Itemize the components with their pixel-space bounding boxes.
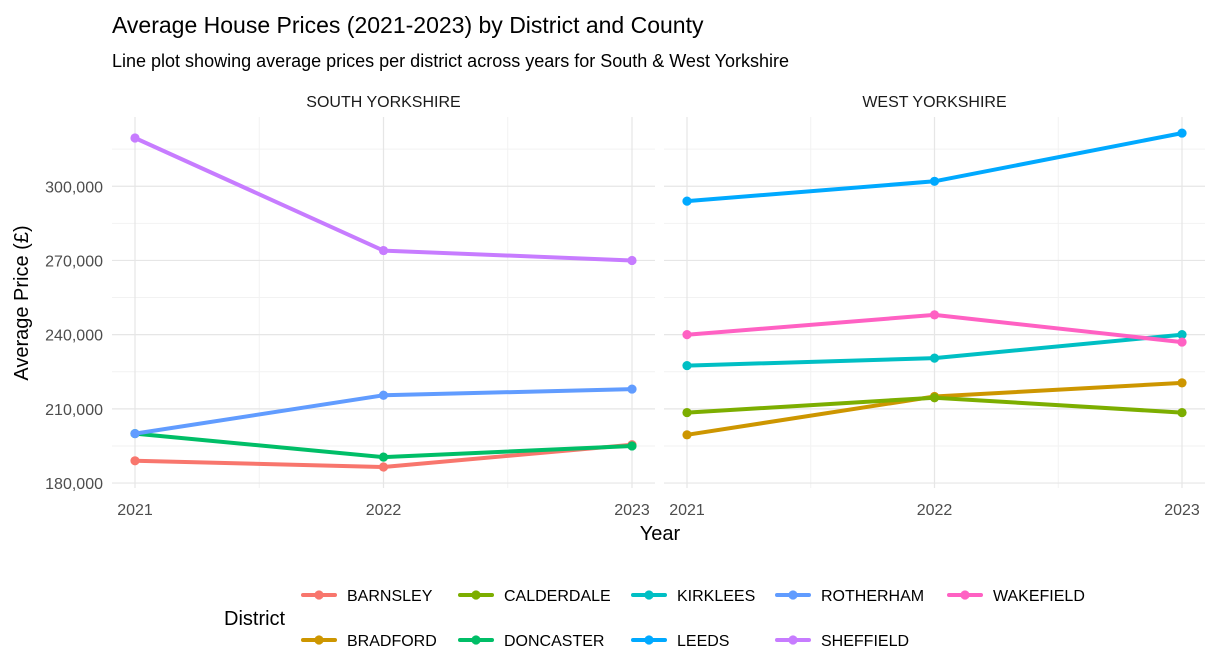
data-point-wakefield (929, 310, 940, 320)
legend-label: CALDERDALE (504, 588, 611, 605)
legend-label: LEEDS (677, 633, 729, 650)
data-point-kirklees (682, 360, 692, 371)
legend-title: District (224, 608, 286, 630)
data-point-calderdale (682, 407, 692, 418)
y-tick-label: 210,000 (45, 402, 103, 419)
data-point-leeds (1177, 128, 1187, 138)
legend-item-rotherham: ROTHERHAM (775, 588, 924, 605)
legend-item-sheffield: SHEFFIELD (775, 633, 909, 650)
legend-key-point (644, 590, 654, 600)
data-point-doncaster (627, 441, 637, 451)
chart-title: Average House Prices (2021-2023) by Dist… (112, 12, 704, 38)
data-point-rotherham (378, 390, 389, 400)
legend-item-bradford: BRADFORD (301, 633, 437, 650)
data-point-wakefield (682, 330, 692, 340)
data-point-kirklees (929, 353, 940, 363)
data-point-sheffield (378, 245, 389, 256)
x-tick-label: 2023 (614, 502, 650, 519)
legend-label: KIRKLEES (677, 588, 755, 605)
y-tick-label: 180,000 (45, 476, 103, 493)
legend-key-point (314, 590, 324, 600)
data-point-rotherham (130, 428, 140, 439)
legend-key-point (960, 590, 970, 600)
facet-panels: SOUTH YORKSHIRE 2021 2022 2023 180,000 210,00… (45, 94, 1205, 519)
legend-item-leeds: LEEDS (631, 633, 729, 650)
y-tick-label: 240,000 (45, 328, 103, 345)
data-point-rotherham (627, 384, 637, 394)
data-point-bradford (1177, 378, 1187, 388)
panel-south-yorkshire: SOUTH YORKSHIRE 2021 2022 2023 180,000 210,00… (45, 94, 655, 519)
legend-label: BARNSLEY (347, 588, 433, 605)
y-tick-label: 300,000 (45, 179, 103, 196)
x-tick-label: 2021 (669, 502, 705, 519)
legend-label: BRADFORD (347, 633, 437, 650)
panel-strip-label: SOUTH YORKSHIRE (306, 94, 460, 111)
legend-label: DONCASTER (504, 633, 604, 650)
data-point-kirklees (1177, 330, 1187, 340)
legend-item-wakefield: WAKEFIELD (947, 588, 1085, 605)
y-axis-label: Average Price (£) (11, 225, 33, 380)
legend-item-calderdale: CALDERDALE (458, 588, 611, 605)
data-point-barnsley (130, 456, 140, 466)
data-point-calderdale (1177, 407, 1187, 418)
x-tick-label: 2022 (366, 502, 402, 519)
legend-key-point (471, 635, 481, 645)
legend-item-kirklees: KIRKLEES (631, 588, 755, 605)
data-point-sheffield (130, 133, 140, 143)
data-point-doncaster (378, 452, 389, 462)
data-point-leeds (682, 196, 692, 206)
legend-item-doncaster: DONCASTER (458, 633, 604, 650)
data-point-leeds (929, 176, 940, 186)
legend-key-point (788, 590, 798, 600)
x-tick-label: 2023 (1164, 502, 1200, 519)
data-point-wakefield (1177, 337, 1187, 347)
legend-key-point (644, 635, 654, 645)
x-tick-label: 2022 (917, 502, 953, 519)
data-point-calderdale (929, 393, 940, 403)
data-point-bradford (682, 430, 692, 440)
data-point-barnsley (378, 462, 389, 472)
legend-label: WAKEFIELD (993, 588, 1085, 605)
legend-key-point (788, 635, 798, 645)
legend-key-point (471, 590, 481, 600)
panel-west-yorkshire: WEST YORKSHIRE 2021 2022 2023 (664, 94, 1205, 519)
x-axis-label: Year (640, 523, 681, 545)
chart-subtitle: Line plot showing average prices per dis… (112, 51, 789, 71)
legend-key-point (314, 635, 324, 645)
legend-label: SHEFFIELD (821, 633, 909, 650)
panel-strip-label: WEST YORKSHIRE (862, 94, 1006, 111)
legend: BARNSLEY BRADFORD CALDERDALE DONCASTER KIRKL… (301, 588, 1085, 650)
y-tick-label: 270,000 (45, 253, 103, 270)
x-tick-label: 2021 (117, 502, 153, 519)
data-point-sheffield (627, 255, 637, 266)
legend-item-barnsley: BARNSLEY (301, 588, 433, 605)
legend-label: ROTHERHAM (821, 588, 924, 605)
